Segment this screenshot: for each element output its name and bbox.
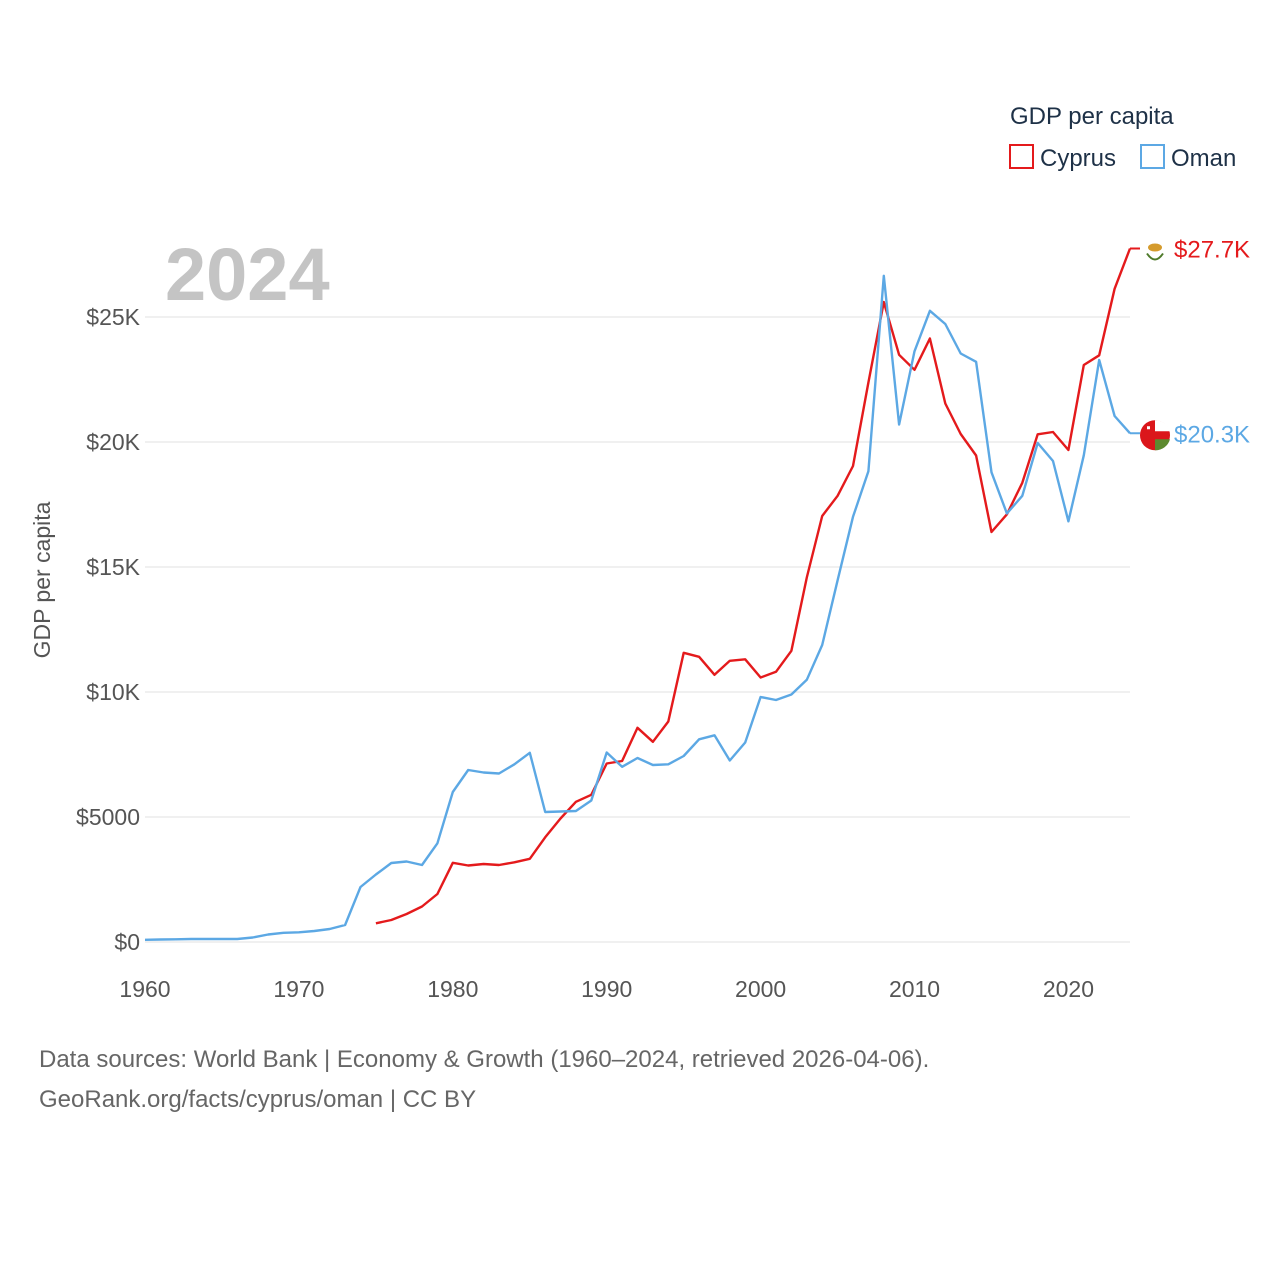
end-markers: $27.7K $20.3K bbox=[1130, 237, 1250, 451]
y-tick-label: $20K bbox=[86, 429, 140, 455]
source-footer: Data sources: World Bank | Economy & Gro… bbox=[39, 1040, 929, 1120]
y-tick-label: $0 bbox=[114, 929, 140, 955]
cyprus-flag-icon bbox=[1146, 243, 1164, 261]
x-tick-label: 1970 bbox=[273, 976, 324, 1002]
y-tick-label: $10K bbox=[86, 679, 140, 705]
legend-title: GDP per capita bbox=[1010, 103, 1174, 130]
legend-label-oman: Oman bbox=[1171, 145, 1236, 172]
y-tick-label: $25K bbox=[86, 304, 140, 330]
series-lines bbox=[144, 248, 1132, 941]
y-axis-title: GDP per capita bbox=[29, 501, 55, 658]
y-axis: $0 $5000 $10K $15K $20K $25K bbox=[76, 304, 141, 955]
x-axis: 1960 1970 1980 1990 2000 2010 2020 bbox=[119, 976, 1094, 1002]
legend-swatch-oman bbox=[1140, 144, 1165, 169]
cyprus-map-shape bbox=[1148, 243, 1162, 252]
series-line-cyprus bbox=[375, 248, 1132, 925]
year-watermark: 2024 bbox=[165, 233, 330, 316]
credit-line: GeoRank.org/facts/cyprus/oman | CC BY bbox=[39, 1086, 477, 1113]
x-tick-label: 2000 bbox=[735, 976, 786, 1002]
gridlines bbox=[145, 316, 1130, 943]
oman-flag-green-band bbox=[1155, 439, 1170, 451]
end-value-label-oman: $20.3K bbox=[1174, 421, 1250, 448]
x-tick-label: 1960 bbox=[119, 976, 170, 1002]
legend: GDP per capita Cyprus Oman bbox=[1009, 103, 1236, 172]
end-value-label-cyprus: $27.7K bbox=[1174, 237, 1250, 264]
cyprus-olive-branches bbox=[1146, 252, 1164, 261]
data-sources-line: Data sources: World Bank | Economy & Gro… bbox=[39, 1046, 930, 1073]
x-tick-label: 2010 bbox=[889, 976, 940, 1002]
oman-flag-icon bbox=[1140, 420, 1170, 451]
series-line-oman bbox=[144, 274, 1131, 941]
y-tick-label: $15K bbox=[86, 554, 140, 580]
x-tick-label: 2020 bbox=[1043, 976, 1094, 1002]
x-tick-label: 1990 bbox=[581, 976, 632, 1002]
y-tick-label: $5000 bbox=[76, 804, 140, 830]
oman-flag-white-band bbox=[1149, 420, 1170, 432]
legend-label-cyprus: Cyprus bbox=[1040, 145, 1116, 172]
x-tick-label: 1980 bbox=[427, 976, 478, 1002]
chart: 2024 $0 $5000 $10K $15K $20K $25K 1960 1970 198… bbox=[29, 103, 1250, 1002]
oman-emblem bbox=[1147, 426, 1150, 430]
legend-swatch-cyprus bbox=[1009, 144, 1034, 169]
